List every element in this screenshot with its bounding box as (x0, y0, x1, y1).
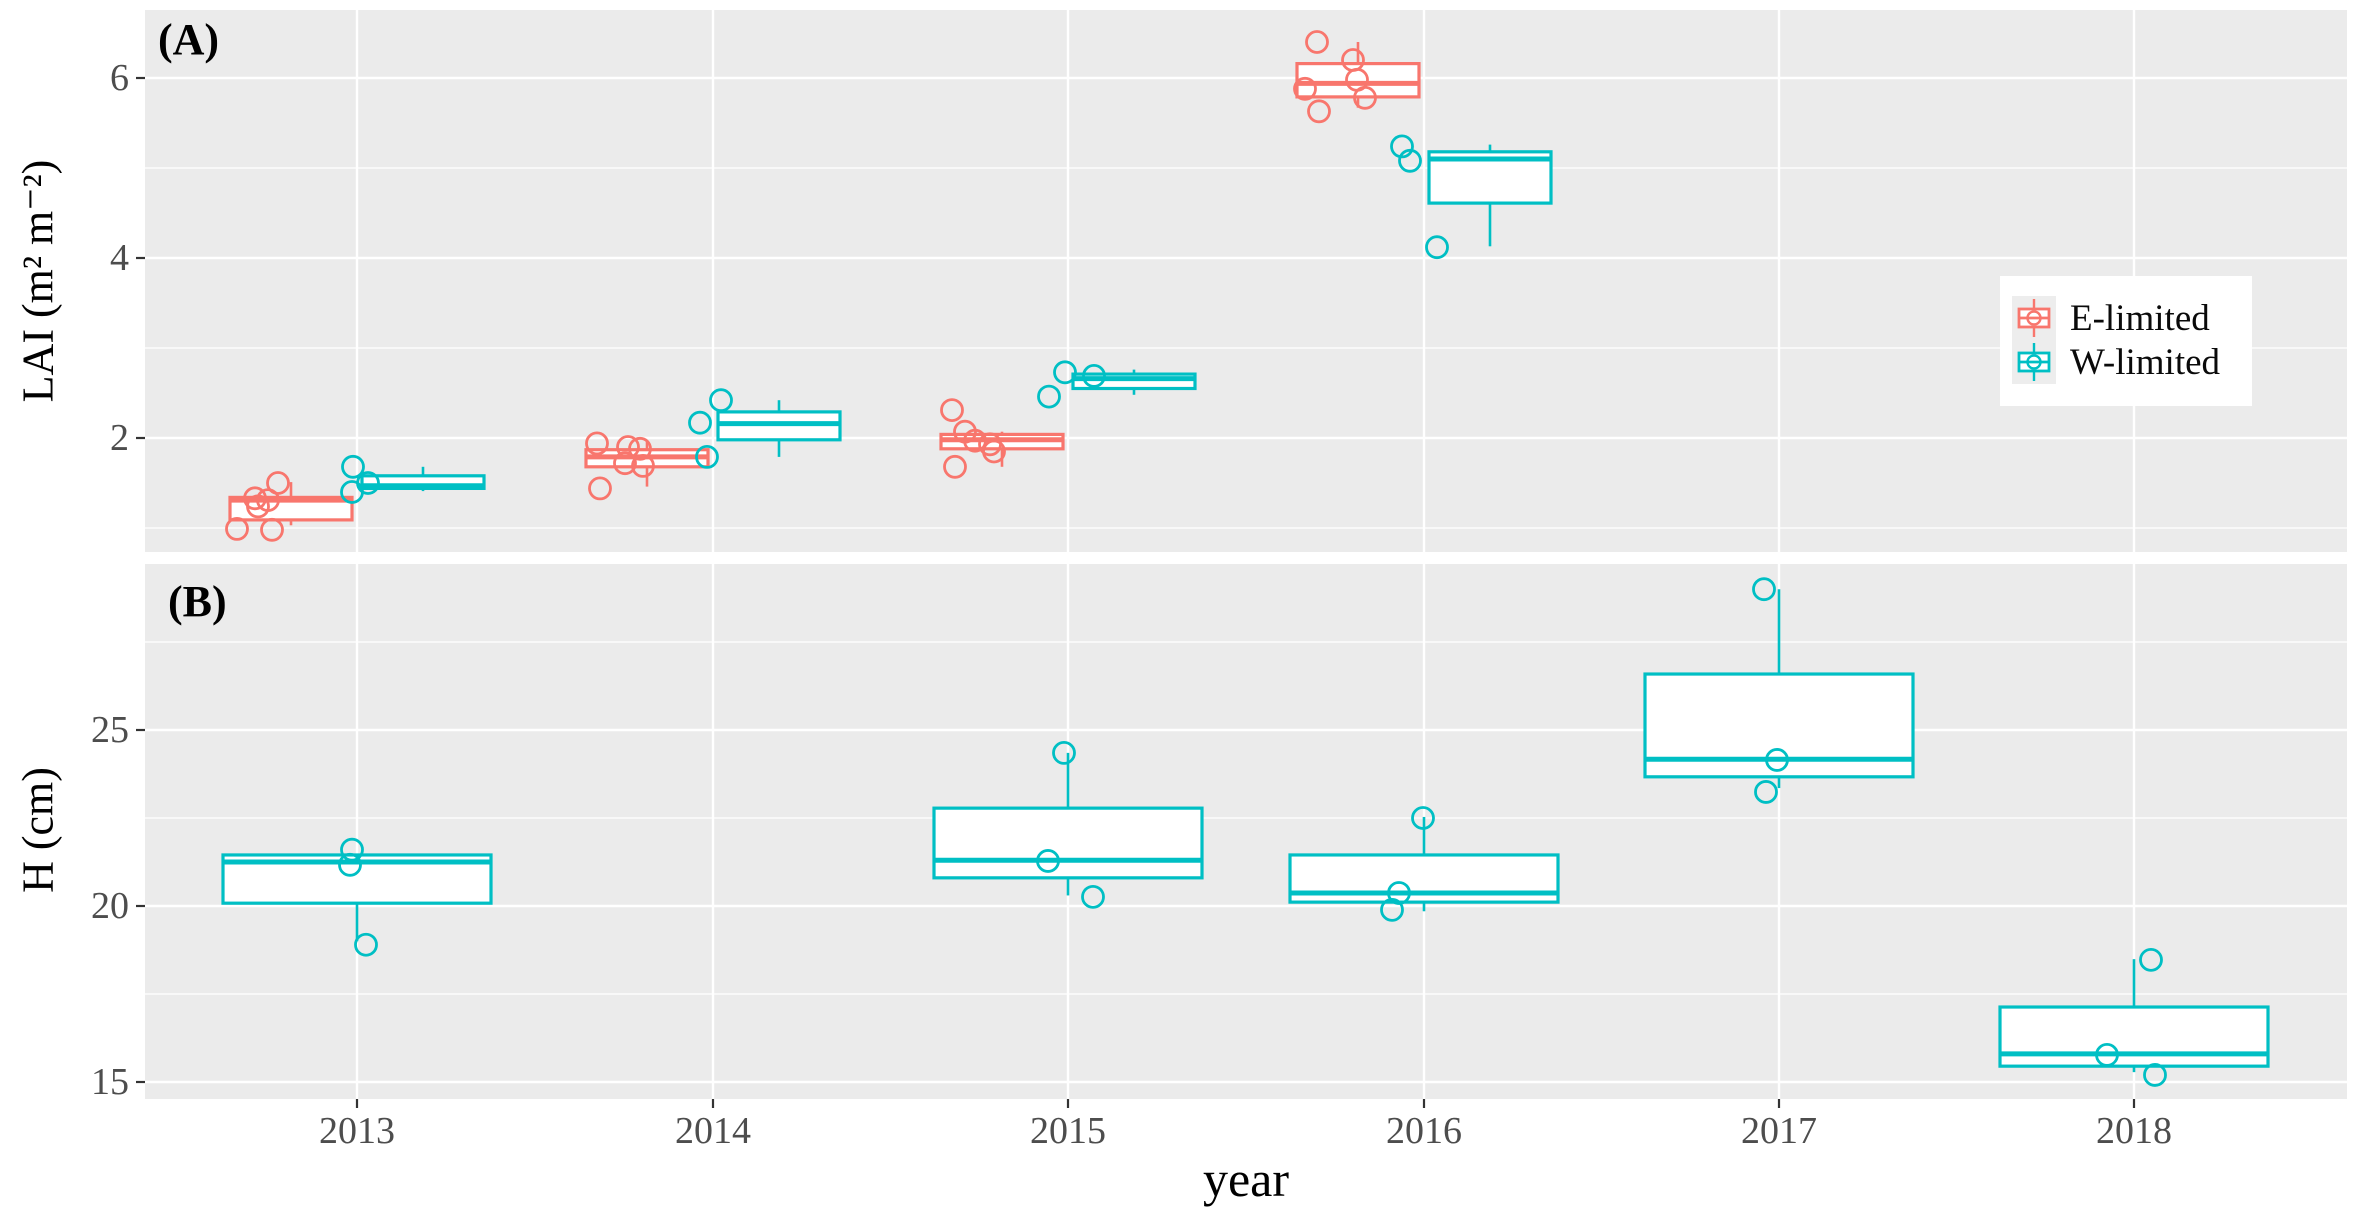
data-point-e-limited (588, 476, 612, 501)
y-tick-label: 15 (91, 1061, 129, 1103)
data-point-w-limited (354, 932, 378, 957)
y-tick-label: 6 (110, 57, 129, 99)
data-point-w-limited (338, 852, 362, 877)
data-point-w-limited (1036, 849, 1060, 873)
boxplot-w-limited-2017 (1643, 589, 1915, 789)
data-point-e-limited (982, 439, 1006, 464)
data-point-w-limited (695, 444, 719, 469)
data-point-w-limited (1752, 577, 1776, 602)
x-tick-label: 2014 (675, 1110, 751, 1152)
box (228, 495, 354, 522)
data-point-w-limited (1390, 134, 1414, 159)
data-point-e-limited (1307, 99, 1331, 124)
data-point-e-limited (1293, 76, 1317, 101)
y-axis-title-lai: LAI (m² m⁻²) (13, 159, 63, 403)
boxplot-w-limited-2014 (716, 400, 842, 457)
data-point-e-limited (260, 517, 284, 542)
data-point-w-limited (1053, 360, 1077, 385)
data-point-e-limited (963, 428, 987, 453)
y-tick-label: 25 (91, 709, 129, 751)
data-point-w-limited (1052, 740, 1076, 765)
data-point-w-limited (340, 480, 364, 504)
y-tick-label: 4 (110, 237, 129, 279)
boxplot-w-limited-2013 (221, 853, 493, 942)
panel-background (145, 564, 2347, 1099)
x-tick-label: 2018 (2096, 1110, 2172, 1152)
data-point-w-limited (1082, 363, 1106, 388)
panel-a (145, 10, 2347, 552)
data-point-e-limited (943, 454, 967, 479)
data-point-w-limited (1380, 897, 1404, 922)
data-point-w-limited (2095, 1042, 2119, 1067)
data-point-w-limited (2143, 1063, 2167, 1087)
box (1998, 1005, 2270, 1068)
data-point-e-limited (585, 431, 609, 456)
data-point-e-limited (631, 453, 655, 478)
data-point-w-limited (1765, 748, 1789, 772)
data-point-e-limited (246, 494, 270, 519)
legend-item-e-limited: E-limited (2000, 296, 2252, 340)
data-point-w-limited (1398, 148, 1422, 173)
panel-b-label: (B) (168, 577, 227, 626)
data-point-e-limited (1353, 85, 1377, 110)
panel-a-label: (A) (158, 15, 220, 64)
legend-item-w-limited: W-limited (2000, 340, 2252, 384)
panel-background (145, 10, 2347, 552)
legend: E-limited W-limited (2000, 276, 2252, 406)
data-point-w-limited (709, 388, 733, 413)
y-tick-label: 20 (91, 885, 129, 927)
legend-label-w-limited: W-limited (2070, 341, 2221, 383)
legend-label-e-limited: E-limited (2070, 297, 2210, 339)
x-tick-label: 2016 (1386, 1110, 1462, 1152)
boxplot-w-limited-2013 (360, 466, 486, 492)
data-point-e-limited (613, 451, 637, 476)
data-point-e-limited (225, 517, 249, 541)
data-point-w-limited (1081, 884, 1105, 909)
boxplot-w-limited-2016 (1427, 144, 1553, 247)
boxplot-e-limited-2015 (939, 431, 1065, 467)
data-point-e-limited (628, 436, 652, 461)
x-tick-label: 2013 (319, 1110, 395, 1152)
data-point-e-limited (616, 435, 640, 459)
panel-b (145, 564, 2347, 1099)
data-point-w-limited (688, 410, 712, 435)
data-point-w-limited (1754, 780, 1778, 804)
box (932, 806, 1204, 880)
legend-key-e-limited-boxplot-icon (2012, 296, 2056, 340)
y-tick-label: 2 (110, 417, 129, 459)
data-point-w-limited (1425, 235, 1449, 260)
data-point-w-limited (341, 454, 365, 479)
x-axis-title: year (1202, 1151, 1290, 1207)
data-point-e-limited (940, 398, 964, 423)
boxplot-w-limited-2015 (932, 752, 1204, 896)
data-point-e-limited (1305, 30, 1329, 54)
x-tick-label: 2017 (1741, 1110, 1817, 1152)
data-point-e-limited (266, 471, 290, 495)
data-point-w-limited (1411, 806, 1435, 830)
boxplot-w-limited-2016 (1288, 816, 1560, 912)
x-tick-label: 2015 (1030, 1110, 1106, 1152)
data-point-w-limited (1037, 384, 1061, 409)
data-point-w-limited (340, 837, 364, 862)
y-axis-title-height: H (cm) (13, 767, 63, 893)
legend-key-w-limited-boxplot-icon (2012, 340, 2056, 384)
boxplot-w-limited-2018 (1998, 959, 2270, 1073)
data-point-w-limited (2139, 947, 2163, 972)
